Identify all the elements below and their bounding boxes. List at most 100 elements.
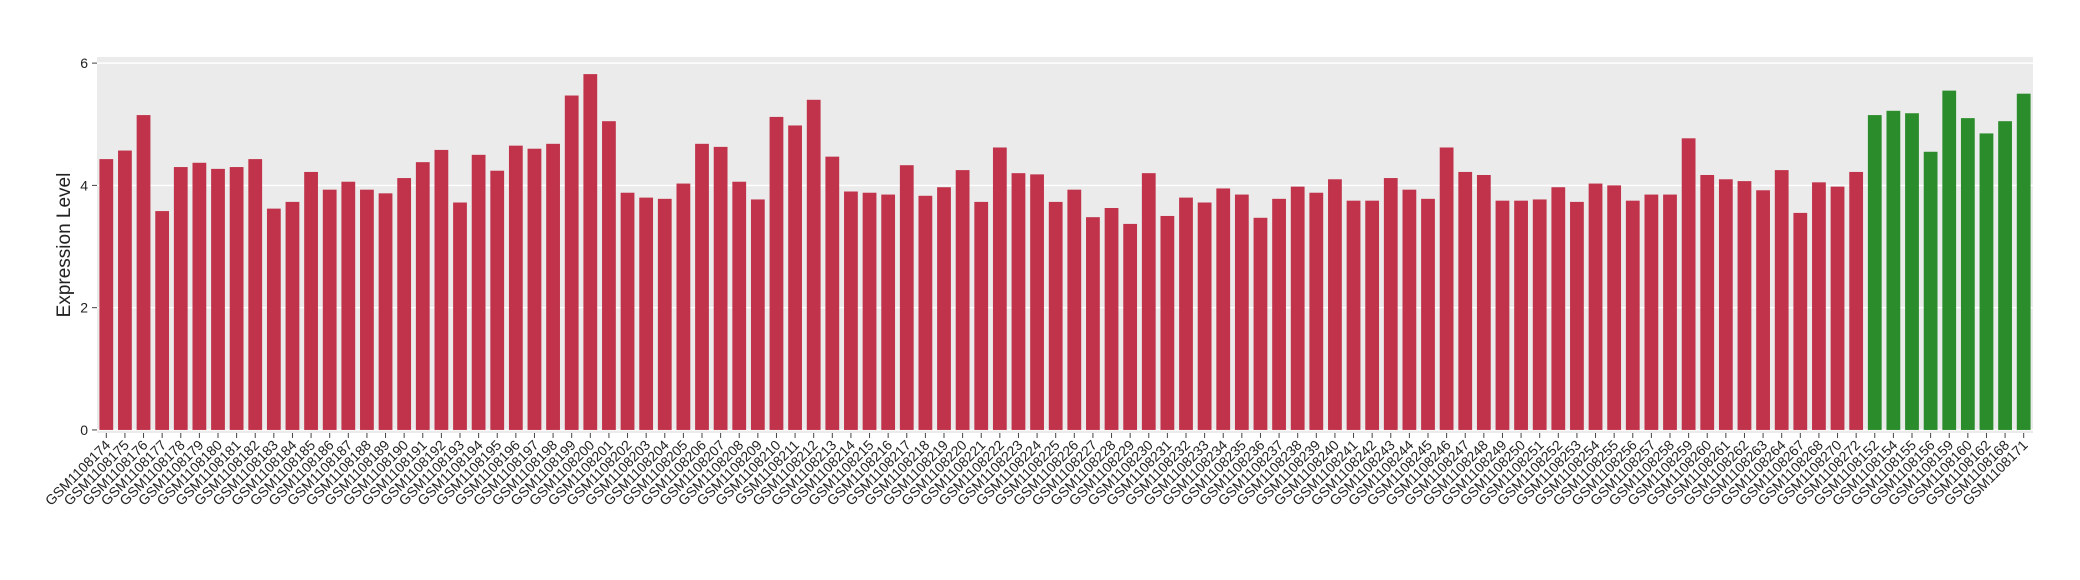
bar (508, 145, 523, 430)
bar (1737, 181, 1752, 430)
bar (974, 201, 989, 430)
bar (304, 171, 318, 430)
bar (955, 170, 970, 430)
bar (1179, 197, 1193, 430)
bar (788, 125, 802, 430)
bar (1216, 188, 1231, 430)
bar (1514, 200, 1528, 430)
bar (1700, 174, 1715, 430)
bar (1923, 151, 1938, 430)
bar (676, 183, 691, 430)
bar (825, 156, 840, 430)
bar (1234, 194, 1249, 430)
bar (1365, 200, 1380, 430)
bar (1272, 198, 1286, 430)
bar (1253, 217, 1268, 430)
bar (1774, 170, 1789, 430)
bar (639, 197, 654, 430)
bar (1030, 174, 1044, 430)
bar (844, 191, 858, 430)
bar (1886, 110, 1901, 430)
bar (1104, 208, 1119, 430)
bar (1570, 201, 1584, 430)
bar (397, 178, 412, 430)
bar (360, 189, 374, 430)
bar (1812, 182, 1826, 430)
bar (118, 150, 132, 430)
bar (1681, 138, 1696, 430)
bar (453, 202, 467, 430)
bar (583, 74, 598, 430)
bar (1458, 171, 1473, 430)
bar (1476, 174, 1491, 430)
bar (1607, 185, 1622, 430)
bar (862, 192, 877, 430)
bar (266, 208, 281, 430)
bar (564, 95, 579, 430)
bar (1439, 147, 1454, 430)
bar (1328, 179, 1342, 430)
bar (1588, 183, 1603, 430)
bar (1793, 212, 1808, 430)
bar (1402, 189, 1417, 430)
bar (1849, 171, 1864, 430)
bar (713, 146, 728, 430)
bar (620, 192, 635, 430)
bar (1067, 189, 1082, 430)
bar (1011, 173, 1026, 430)
bar (285, 201, 300, 430)
bar (490, 170, 505, 430)
bar (1141, 173, 1156, 430)
bar (341, 181, 356, 430)
bar (415, 162, 430, 430)
bar (1718, 179, 1733, 430)
bar (1551, 187, 1566, 430)
bar (1383, 178, 1398, 430)
bar (1830, 186, 1845, 430)
bar (2016, 93, 2031, 430)
bar (1309, 192, 1324, 430)
bar (918, 195, 933, 430)
bar (602, 121, 616, 430)
bar (899, 165, 914, 430)
bar (1979, 133, 1994, 430)
bar (769, 116, 784, 430)
y-axis-label: Expression Level (54, 173, 75, 318)
bar (1160, 215, 1175, 430)
bar (657, 198, 672, 430)
bar (1495, 200, 1510, 430)
bar (378, 193, 393, 430)
bar (881, 194, 896, 430)
y-tick-label: 2 (80, 300, 88, 316)
bar (1421, 198, 1435, 430)
bar (1197, 202, 1212, 430)
bar (750, 199, 765, 430)
bar (546, 143, 560, 430)
y-tick-label: 0 (80, 422, 88, 438)
bar (1960, 118, 1975, 430)
y-tick-label: 6 (80, 55, 88, 71)
bar (136, 115, 151, 430)
bar (322, 189, 337, 430)
bar (806, 99, 821, 430)
bar (434, 149, 449, 430)
bar (471, 154, 486, 430)
bar (1048, 201, 1063, 430)
bar (1998, 121, 2012, 430)
bar (732, 181, 747, 430)
bar (99, 159, 114, 430)
bar (1644, 194, 1659, 430)
y-tick-label: 4 (80, 177, 88, 193)
bar (1532, 199, 1547, 430)
bar (1086, 217, 1100, 430)
bar (248, 159, 263, 430)
bar (1346, 200, 1361, 430)
bar (937, 187, 951, 430)
bar (1905, 113, 1919, 430)
bar (192, 162, 207, 430)
bar (1625, 200, 1640, 430)
bar (1942, 90, 1957, 430)
bar (695, 143, 709, 430)
bar (992, 147, 1007, 430)
